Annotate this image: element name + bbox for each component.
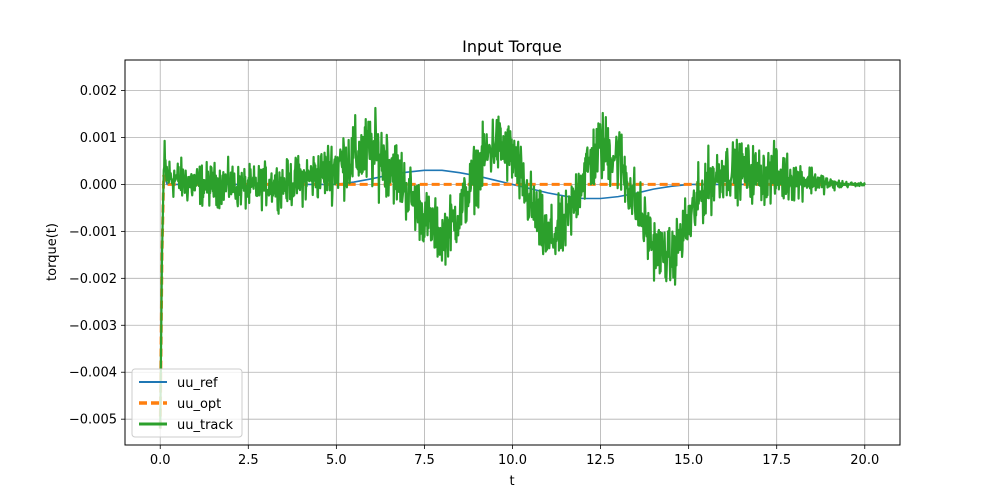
x-tick-label: 15.0 bbox=[674, 453, 703, 468]
series-layer bbox=[158, 106, 866, 429]
legend-label-uu-track: uu_track bbox=[177, 418, 234, 433]
x-tick-label: 7.5 bbox=[414, 453, 435, 468]
y-axis-label: torque(t) bbox=[45, 223, 60, 281]
y-tick-label: −0.001 bbox=[69, 225, 117, 240]
y-tick-label: −0.002 bbox=[69, 272, 117, 287]
y-tick-label: 0.000 bbox=[80, 178, 117, 193]
y-tick-label: 0.002 bbox=[80, 84, 117, 99]
legend-label-uu-opt: uu_opt bbox=[177, 397, 221, 412]
legend-box bbox=[131, 368, 243, 438]
x-tick-label: 0.0 bbox=[150, 453, 171, 468]
y-tick-label: 0.001 bbox=[80, 131, 117, 146]
legend: uu_ref uu_opt uu_track bbox=[131, 368, 243, 438]
chart-title: Input Torque bbox=[462, 37, 562, 56]
y-tick-label: −0.004 bbox=[69, 366, 117, 381]
y-tick-label: −0.005 bbox=[69, 413, 117, 428]
x-tick-label: 5.0 bbox=[326, 453, 347, 468]
x-tick-label: 2.5 bbox=[238, 453, 259, 468]
x-tick-label: 20.0 bbox=[850, 453, 879, 468]
series-line-uu-track bbox=[159, 106, 866, 429]
ticks: 0.0 2.5 5.0 7.5 10.0 12.5 15.0 17.5 20.0 −0.005 −0… bbox=[69, 84, 879, 468]
x-tick-label: 17.5 bbox=[762, 453, 791, 468]
x-tick-label: 10.0 bbox=[498, 453, 527, 468]
x-tick-label: 12.5 bbox=[586, 453, 615, 468]
x-axis-label: t bbox=[509, 474, 514, 489]
y-tick-label: −0.003 bbox=[69, 319, 117, 334]
legend-label-uu-ref: uu_ref bbox=[177, 376, 218, 391]
